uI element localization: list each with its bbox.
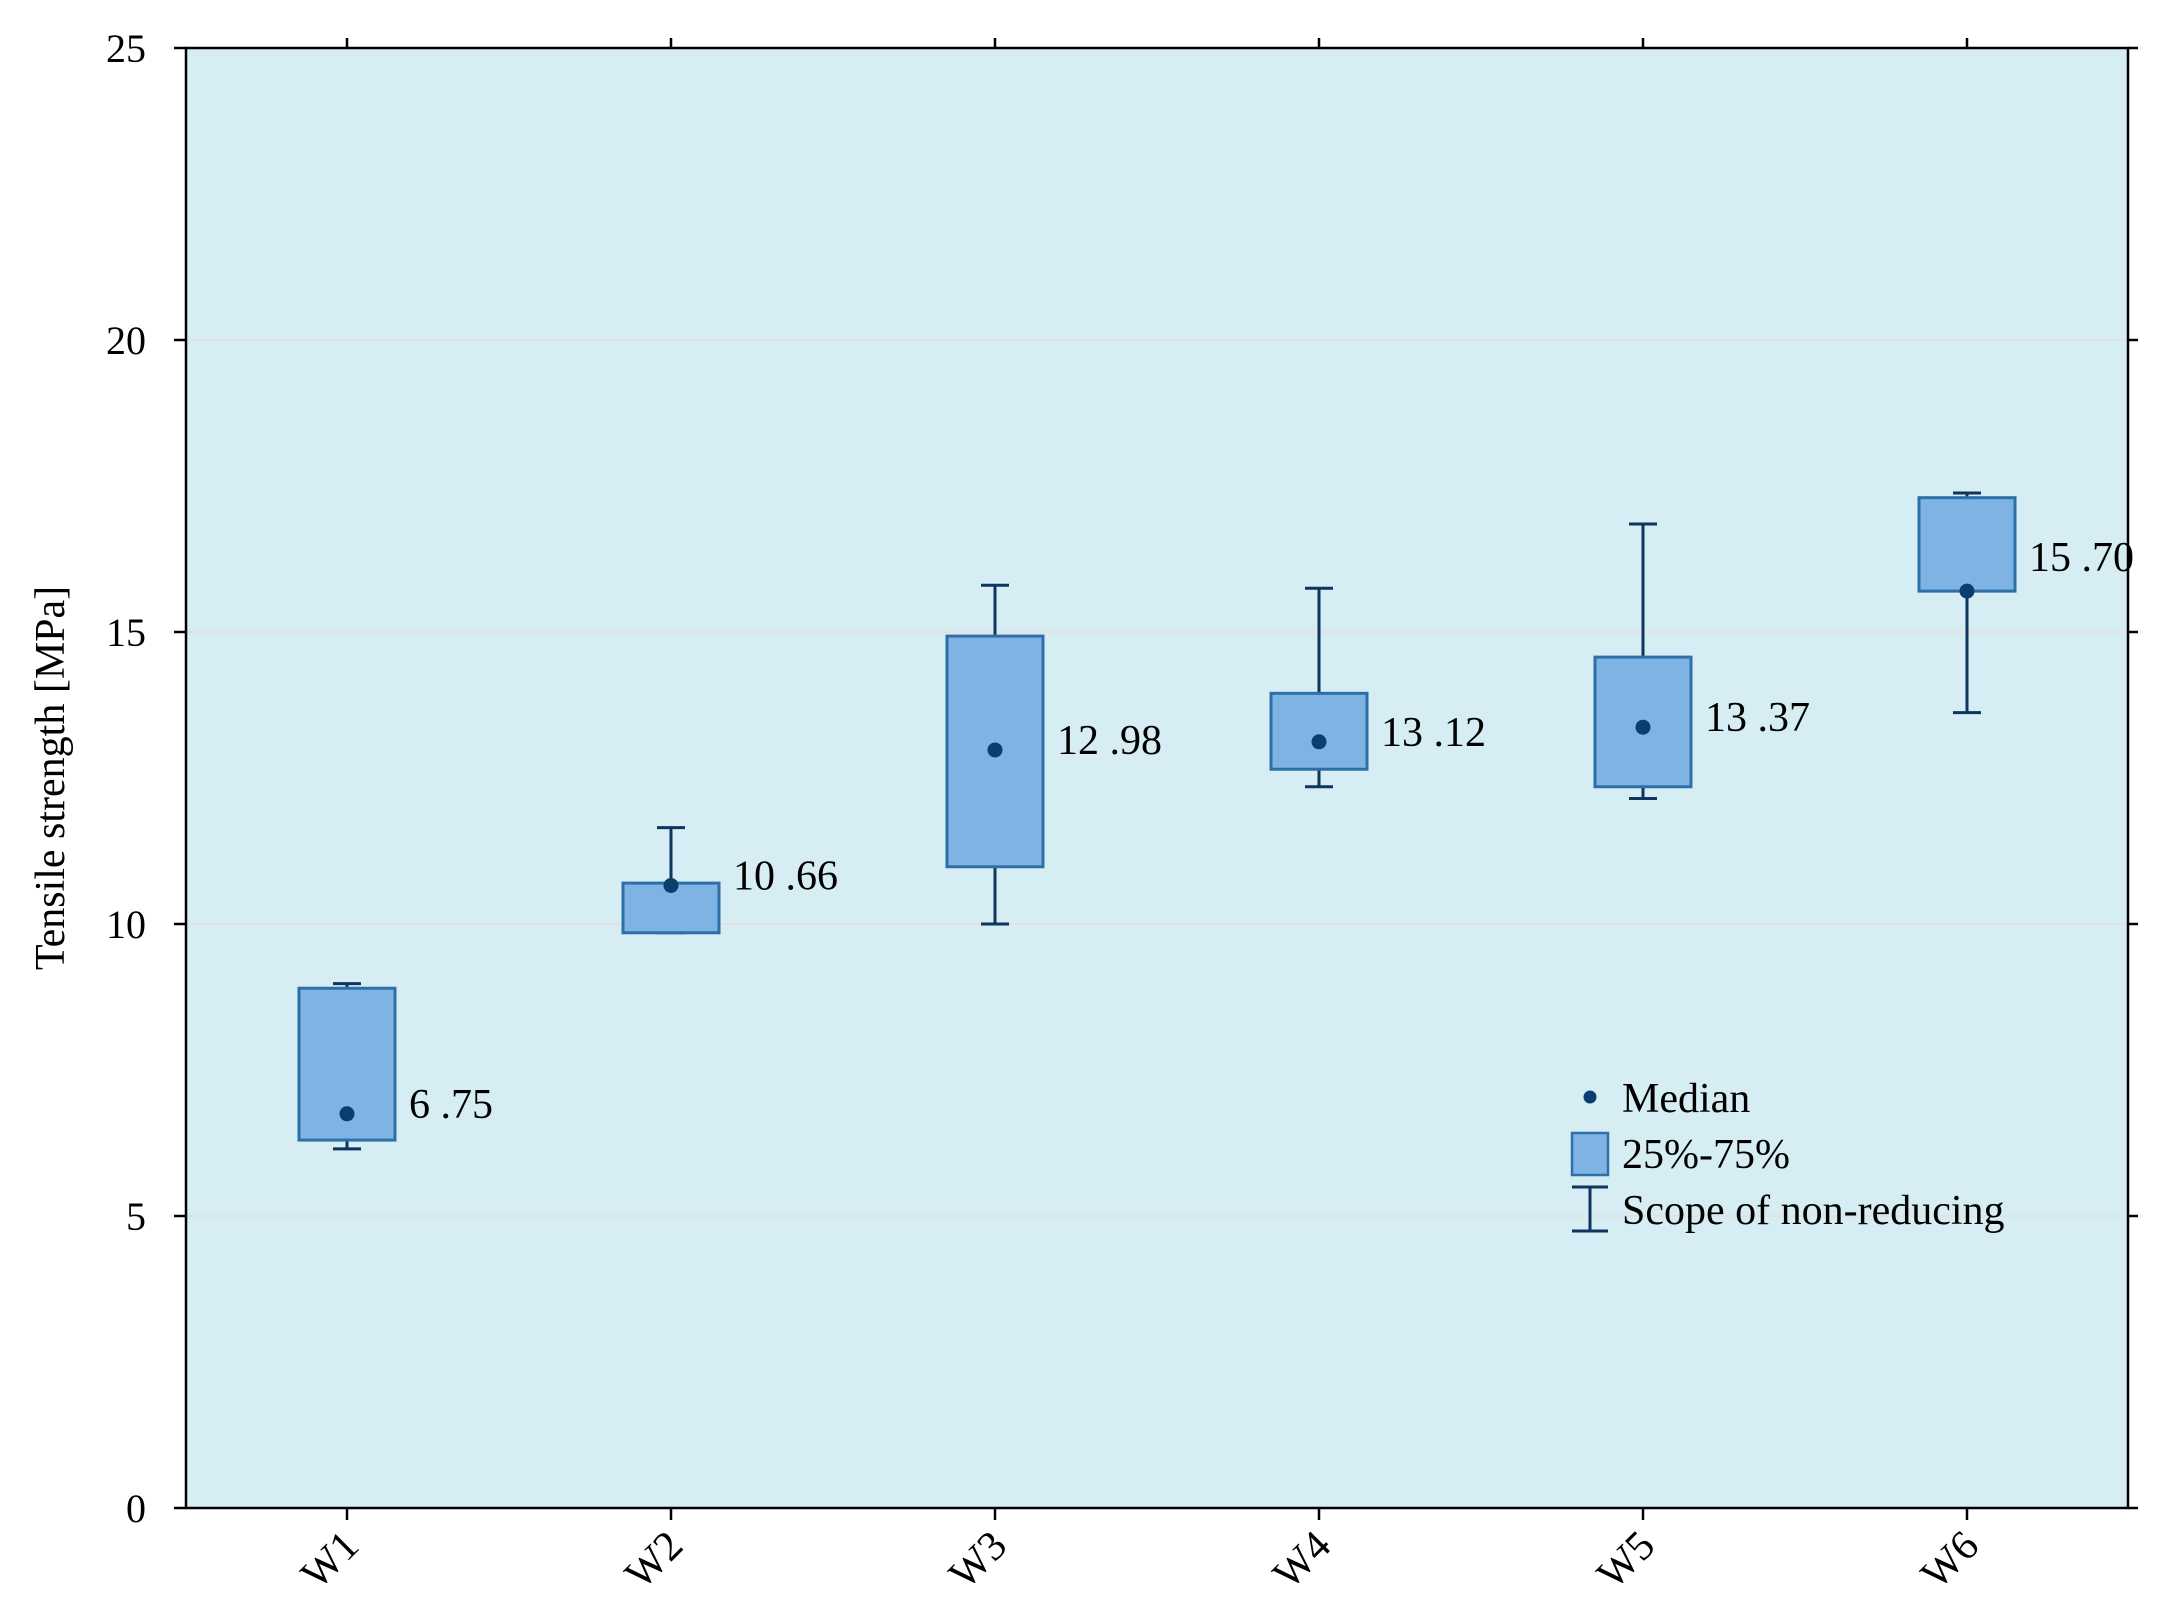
y-tick-label: 20 <box>106 318 146 363</box>
gridlines <box>186 339 2128 1217</box>
x-category-label: W4 <box>1265 1523 1340 1598</box>
median-point <box>1635 719 1651 735</box>
x-category-label: W5 <box>1589 1523 1664 1598</box>
median-value-label: 13 .37 <box>1705 695 1810 741</box>
legend-median-marker <box>1583 1090 1597 1104</box>
median-point <box>663 877 679 893</box>
iqr-box <box>1269 691 1369 771</box>
median-value-label: 12 .98 <box>1057 718 1162 764</box>
boxes: 6 .75 10 .66 12 .98 13 .12 13 .37 15 .70 <box>297 491 2134 1151</box>
x-category-label: W1 <box>293 1523 368 1598</box>
box-group-w5: 13 .37 <box>1593 522 1810 800</box>
median-value-label: 6 .75 <box>409 1082 493 1128</box>
x-category-label: W3 <box>941 1523 1016 1598</box>
legend-box-marker <box>1570 1131 1610 1177</box>
legend-median-label: Median <box>1622 1076 1750 1122</box>
median-point <box>339 1106 355 1122</box>
box-group-w3: 12 .98 <box>945 583 1162 926</box>
plot-frame <box>184 46 2130 1510</box>
y-axis-title: Tensile strength [MPa] <box>28 586 74 970</box>
x-category-label: W2 <box>617 1523 692 1598</box>
legend-whisker-label: Scope of non-reducing <box>1622 1188 2005 1234</box>
plot-area <box>186 48 2128 1508</box>
box-group-w1: 6 .75 <box>297 982 493 1151</box>
median-point <box>1959 583 1975 599</box>
median-value-label: 13 .12 <box>1381 710 1486 756</box>
y-tick-label: 0 <box>126 1486 146 1531</box>
legend-box-label: 25%-75% <box>1622 1132 1790 1178</box>
legend: Median 25%-75% Scope of non-reducing <box>1570 1076 2005 1234</box>
median-value-label: 15 .70 <box>2029 535 2134 581</box>
y-axis: 0 5 10 15 20 25 <box>106 26 2138 1531</box>
iqr-box <box>1917 496 2017 593</box>
box-group-w2: 10 .66 <box>621 826 838 935</box>
median-point <box>987 742 1003 758</box>
median-point <box>1311 734 1327 750</box>
x-category-label: W6 <box>1913 1523 1988 1598</box>
y-tick-label: 15 <box>106 610 146 655</box>
y-tick-label: 10 <box>106 902 146 947</box>
box-group-w6: 15 .70 <box>1917 491 2134 715</box>
y-tick-label: 5 <box>126 1194 146 1239</box>
y-tick-label: 25 <box>106 26 146 71</box>
box-group-w4: 13 .12 <box>1269 586 1486 789</box>
iqr-box <box>297 986 397 1142</box>
median-value-label: 10 .66 <box>733 853 838 899</box>
